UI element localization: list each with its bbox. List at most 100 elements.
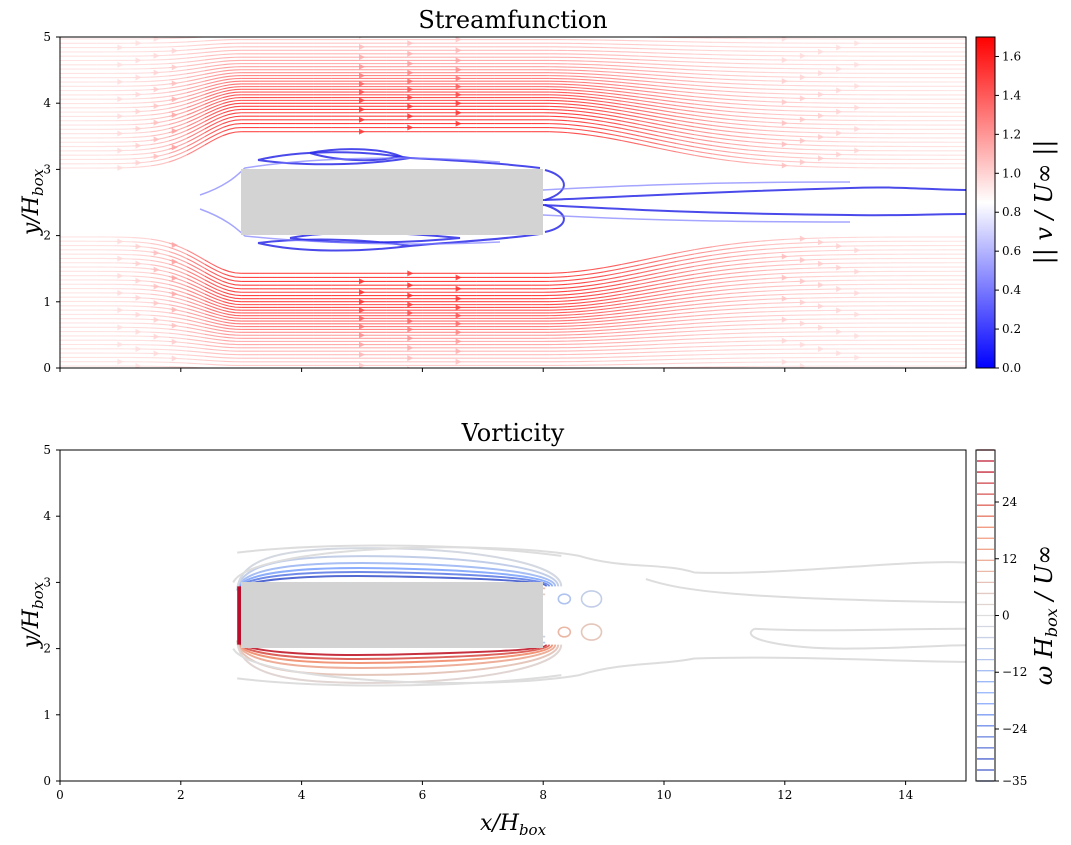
streamline-segment: [150, 259, 169, 265]
streamline-segment: [186, 323, 206, 328]
streamline-arrow: [153, 37, 160, 42]
colorbar-levels: [977, 449, 994, 782]
streamline-segment: [150, 285, 169, 290]
streamline-arrow: [117, 96, 124, 103]
streamline-segment: [204, 99, 224, 109]
streamline-segment: [168, 122, 188, 130]
streamline-segment: [676, 338, 695, 341]
streamline-segment: [675, 249, 695, 254]
streamline-segment: [186, 113, 206, 124]
streamline-segment: [585, 90, 604, 94]
streamline-segment: [657, 339, 677, 342]
streamline-segment: [222, 108, 242, 114]
streamline-segment: [621, 100, 640, 105]
streamline-arrow: [359, 307, 365, 314]
streamline-arrow: [135, 91, 142, 98]
streamline-arrow: [359, 97, 365, 104]
streamline-segment: [730, 316, 749, 318]
streamline-segment: [150, 83, 169, 87]
streamline-segment: [567, 307, 586, 311]
streamline-segment: [585, 305, 604, 309]
streamline-segment: [712, 333, 731, 335]
streamline-segment: [748, 141, 767, 144]
streamline-segment: [603, 300, 622, 304]
streamline-segment: [639, 123, 659, 129]
streamline-segment: [132, 93, 151, 96]
streamline-segment: [567, 97, 586, 101]
streamline-segment: [730, 135, 749, 139]
streamline-segment: [132, 262, 151, 266]
streamline-segment: [585, 129, 604, 134]
streamline-arrow: [818, 112, 825, 119]
streamline-segment: [712, 300, 731, 304]
vorticity-contour: [236, 555, 560, 591]
streamline-segment: [675, 138, 695, 144]
streamline-segment: [621, 268, 640, 274]
streamline-segment: [222, 273, 242, 279]
streamline-segment: [675, 269, 695, 275]
streamline-segment: [186, 66, 206, 71]
streamline-segment: [712, 78, 731, 81]
streamline-arrow: [407, 344, 414, 351]
streamline-segment: [567, 94, 586, 98]
streamline-segment: [657, 288, 677, 293]
streamline-segment: [150, 251, 169, 257]
streamline-segment: [748, 100, 767, 103]
streamline-arrow: [818, 134, 825, 141]
streamline-segment: [621, 91, 640, 95]
streamline-segment: [585, 332, 604, 335]
streamline-segment: [204, 94, 224, 102]
streamline-segment: [639, 340, 658, 343]
recirculation-streamline: [544, 204, 565, 233]
streamline-segment: [766, 142, 785, 145]
streamline-segment: [712, 247, 731, 252]
streamline-arrow: [171, 127, 178, 134]
streamline-segment: [694, 69, 713, 72]
streamline-arrow: [135, 294, 142, 301]
streamline-arrow: [455, 312, 462, 319]
colorbar-tick-label: 0.4: [1002, 283, 1021, 297]
slow-streamline: [199, 208, 501, 245]
streamline-segment: [657, 85, 677, 89]
streamline-segment: [676, 350, 695, 352]
streamline-arrow: [818, 91, 825, 98]
axes-frame: [59, 449, 967, 782]
streamline-segment: [621, 72, 640, 75]
streamline-segment: [168, 118, 188, 126]
axes-frame: [59, 36, 967, 369]
streamline-segment: [585, 125, 604, 130]
y-tick-label: 2: [43, 642, 51, 656]
streamline-segment: [730, 241, 749, 245]
streamline-segment: [223, 59, 242, 62]
streamline-segment: [639, 315, 659, 319]
streamline-segment: [585, 311, 604, 315]
streamline-segment: [168, 353, 187, 356]
streamline-segment: [748, 319, 767, 322]
streamline-segment: [639, 131, 659, 137]
streamline-segment: [132, 292, 151, 295]
streamline-segment: [186, 253, 206, 265]
streamline-segment: [694, 77, 713, 80]
streamline-segment: [621, 113, 640, 118]
colorbar-ticks: −35 −24 −12 0 12 24: [995, 495, 1028, 788]
streamline-arrow: [455, 348, 462, 355]
streamline-segment: [168, 154, 188, 163]
streamline-arrow: [781, 253, 788, 260]
streamline-segment: [204, 102, 224, 112]
streamline-segment: [549, 290, 568, 293]
streamline-segment: [694, 92, 713, 95]
streamline-segment: [222, 288, 242, 293]
streamline-segment: [621, 110, 640, 115]
streamline-segment: [585, 111, 604, 116]
streamline-segment: [223, 346, 242, 349]
streamline-arrow: [818, 345, 825, 352]
y-tick-label: 5: [43, 30, 51, 44]
y-ticks: 0 1 2 3 4 5: [43, 443, 60, 788]
streamline-segment: [694, 150, 713, 155]
streamline-segment: [585, 93, 604, 97]
streamline-segment: [222, 88, 242, 93]
streamline-segment: [150, 54, 169, 57]
streamline-segment: [639, 280, 659, 285]
streamline-segment: [567, 281, 586, 285]
streamline-arrow: [781, 57, 788, 64]
